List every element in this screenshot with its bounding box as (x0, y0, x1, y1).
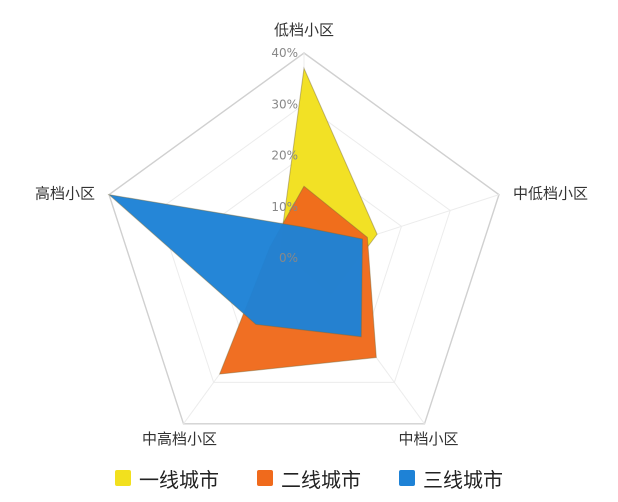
legend: 一线城市 二线城市 三线城市 (0, 458, 618, 498)
radar-series-layer (107, 66, 378, 375)
grid-ring (157, 103, 451, 383)
tick-label: 40% (271, 46, 298, 60)
legend-label-tier1: 一线城市 (139, 467, 219, 492)
series-polygon-3 (107, 193, 363, 338)
axis-label: 中低档小区 (513, 185, 588, 203)
axis-label: 中高档小区 (142, 430, 217, 448)
legend-label-tier2: 二线城市 (281, 467, 361, 492)
legend-label-tier3: 三线城市 (423, 467, 503, 492)
legend-item-tier2: 二线城市 (257, 464, 361, 493)
axis-label: 高档小区 (35, 185, 95, 203)
legend-swatch-tier2 (257, 470, 273, 486)
legend-swatch-tier1 (115, 470, 131, 486)
tick-label: 20% (271, 149, 298, 163)
legend-item-tier3: 三线城市 (399, 464, 503, 493)
radar-tick-labels: 0% 10% 20% 30% 40% (271, 46, 298, 265)
tick-label: 30% (271, 97, 298, 111)
legend-item-tier1: 一线城市 (115, 464, 219, 493)
axis-label: 中档小区 (398, 430, 458, 448)
legend-swatch-tier3 (399, 470, 415, 486)
grid-ring (108, 52, 500, 425)
tick-label: 10% (271, 200, 298, 214)
tick-label: 0% (279, 251, 298, 265)
axis-label: 低档小区 (274, 21, 334, 39)
